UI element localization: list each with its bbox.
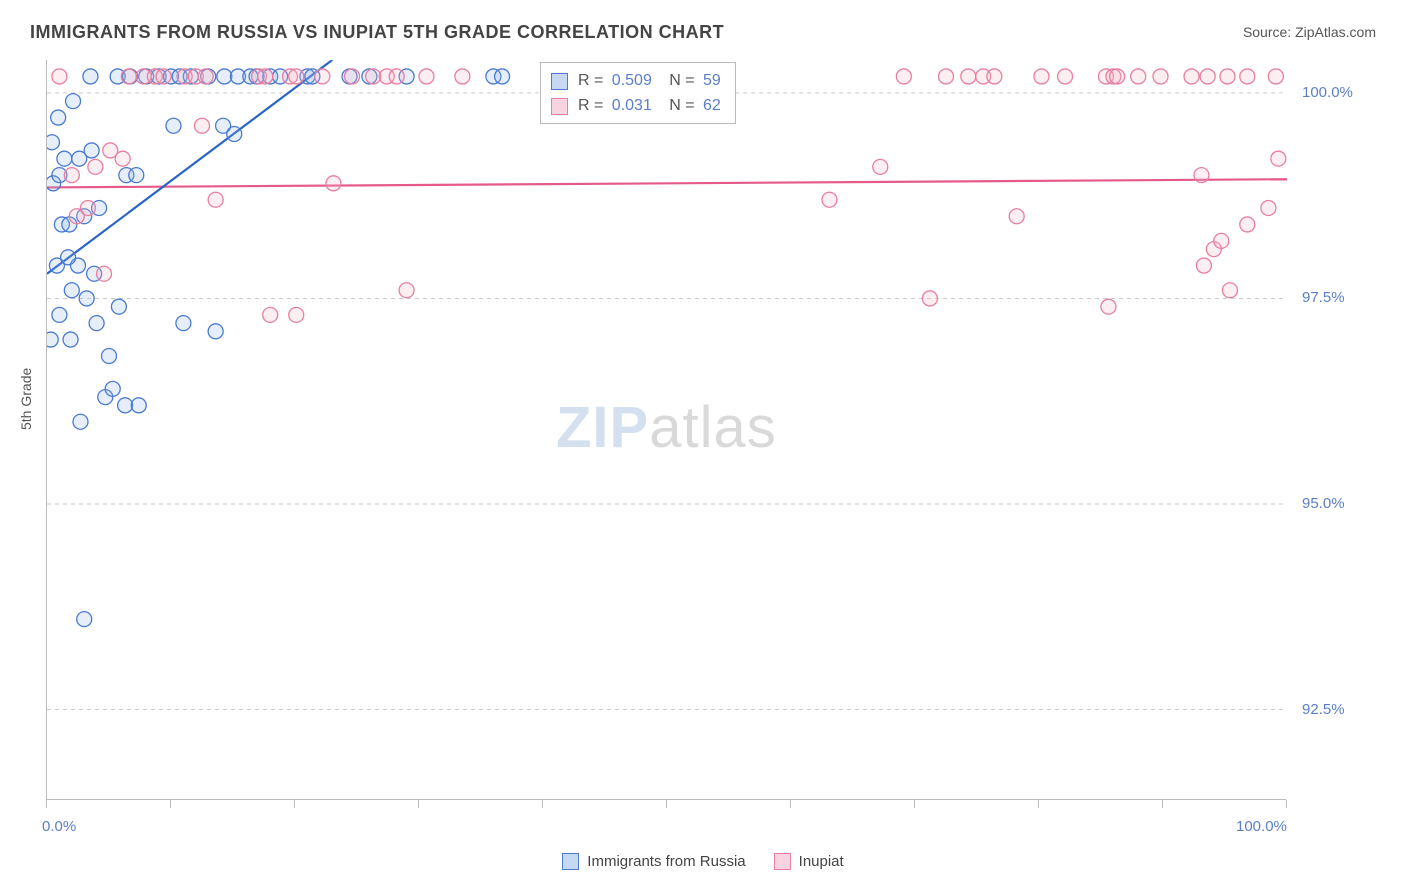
legend-swatch <box>774 853 791 870</box>
x-tick-label: 0.0% <box>42 818 76 835</box>
y-axis-label: 5th Grade <box>18 368 34 430</box>
series-legend: Immigrants from Russia Inupiat <box>0 853 1406 874</box>
legend-swatch <box>551 73 568 90</box>
r-label: R = <box>578 94 603 119</box>
correlation-legend: R = 0.509 N = 59R = 0.031 N = 62 <box>540 62 736 124</box>
x-tick <box>1286 800 1287 808</box>
legend-row: R = 0.031 N = 62 <box>551 94 725 119</box>
legend-swatch <box>551 98 568 115</box>
x-tick <box>294 800 295 808</box>
legend-item: Inupiat <box>774 853 844 870</box>
x-tick <box>914 800 915 808</box>
r-value: 0.031 <box>612 94 652 119</box>
source-attribution: Source: ZipAtlas.com <box>1243 24 1376 40</box>
x-tick <box>1162 800 1163 808</box>
y-tick-label: 95.0% <box>1302 495 1345 512</box>
legend-label: Inupiat <box>799 853 844 870</box>
n-label: N = <box>669 94 694 119</box>
y-tick-label: 97.5% <box>1302 289 1345 306</box>
legend-label: Immigrants from Russia <box>587 853 745 870</box>
r-value: 0.509 <box>612 69 652 94</box>
x-tick <box>170 800 171 808</box>
source-prefix: Source: <box>1243 24 1295 40</box>
y-tick-label: 92.5% <box>1302 701 1345 718</box>
legend-swatch <box>562 853 579 870</box>
x-tick <box>542 800 543 808</box>
legend-item: Immigrants from Russia <box>562 853 745 870</box>
chart-plot-area <box>46 60 1286 800</box>
chart-title: IMMIGRANTS FROM RUSSIA VS INUPIAT 5TH GR… <box>30 22 724 43</box>
x-tick <box>790 800 791 808</box>
source-name: ZipAtlas.com <box>1295 24 1376 40</box>
x-tick <box>666 800 667 808</box>
y-tick-label: 100.0% <box>1302 84 1353 101</box>
n-value: 59 <box>703 69 721 94</box>
x-tick-label: 100.0% <box>1236 818 1287 835</box>
n-value: 62 <box>703 94 721 119</box>
x-tick <box>46 800 47 808</box>
legend-row: R = 0.509 N = 59 <box>551 69 725 94</box>
x-tick <box>1038 800 1039 808</box>
n-label: N = <box>669 69 694 94</box>
x-tick <box>418 800 419 808</box>
r-label: R = <box>578 69 603 94</box>
